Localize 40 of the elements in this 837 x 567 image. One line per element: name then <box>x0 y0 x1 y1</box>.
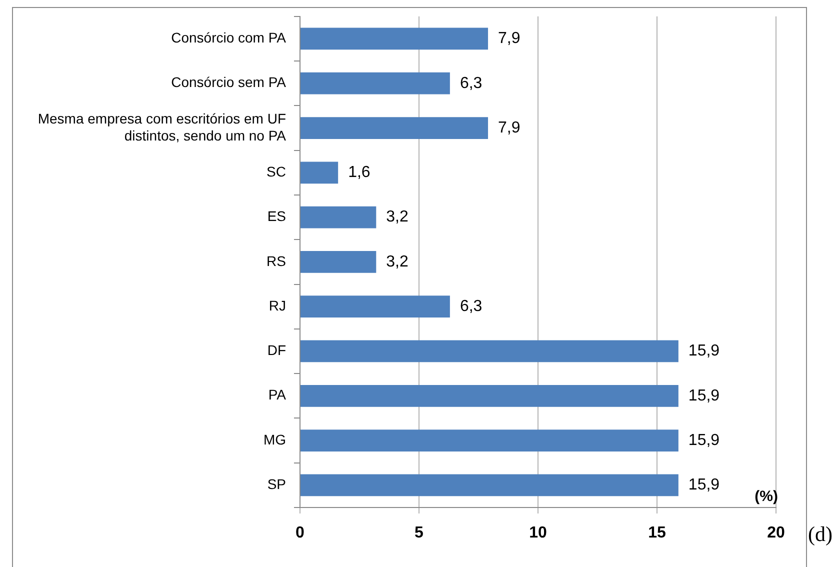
x-tick-label: 10 <box>529 524 547 542</box>
y-tick-label: DF <box>267 342 286 358</box>
bar <box>300 384 678 407</box>
text: (d) <box>808 522 832 547</box>
y-tick-label: SP <box>267 476 286 492</box>
data-label: 7,9 <box>498 119 520 136</box>
data-label: 15,9 <box>688 432 720 449</box>
bar <box>300 162 338 184</box>
data-label: 3,2 <box>386 208 409 226</box>
data-label: 6,3 <box>460 74 482 92</box>
bar <box>300 296 450 318</box>
bar <box>300 430 678 452</box>
y-tick-label: PA <box>268 386 287 403</box>
y-tick-label: Mesma empresa com escritórios em UF distintos, sendo um no PA <box>38 110 287 144</box>
bar <box>300 206 376 228</box>
bar <box>300 340 678 362</box>
bar <box>300 117 488 139</box>
y-tick-label: MG <box>263 431 286 448</box>
y-tick-label: RS <box>266 252 286 269</box>
bar <box>300 251 376 273</box>
data-label: 15,9 <box>688 387 720 404</box>
x-tick-label: 15 <box>648 524 666 542</box>
data-label: 3,2 <box>386 253 409 270</box>
data-label: 6,3 <box>460 298 482 315</box>
data-label: 7,9 <box>498 30 520 48</box>
y-tick-label: Consórcio com PA <box>171 30 287 46</box>
x-tick-label: 20 <box>767 524 785 542</box>
data-label: 15,9 <box>688 342 720 360</box>
y-tick-label: RJ <box>268 297 286 314</box>
x-axis-title: (%) <box>754 488 778 506</box>
bar <box>300 474 678 496</box>
bar <box>300 72 450 94</box>
y-tick-label: SC <box>266 164 286 180</box>
y-tick-label: ES <box>267 208 286 224</box>
data-label: 1,6 <box>348 164 370 182</box>
bar <box>300 28 488 50</box>
x-tick-label: 5 <box>414 524 424 542</box>
y-tick-label: Consórcio sem PA <box>171 74 287 90</box>
x-tick-label: 0 <box>296 524 305 542</box>
data-label: 15,9 <box>688 476 720 494</box>
